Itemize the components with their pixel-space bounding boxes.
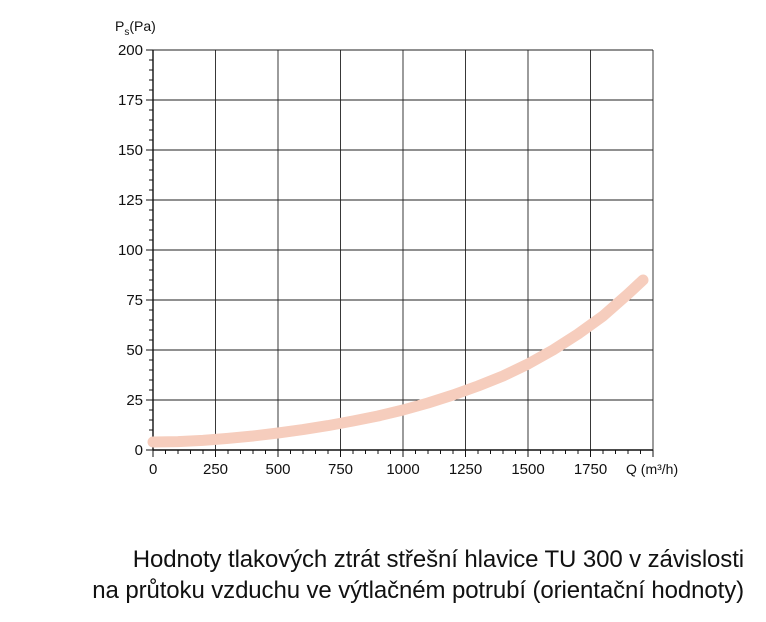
chart-caption: Hodnoty tlakových ztrát střešní hlavice … [4,544,744,606]
x-tick-label: 1250 [449,461,482,478]
x-axis-label: Q (m³/h) [626,461,678,477]
y-tick-label: 0 [135,442,143,459]
y-tick-label: 150 [118,142,143,159]
y-tick-label: 75 [126,292,143,309]
x-axis-ticks: 0 250 500 750 1000 1250 1500 1750 [149,450,654,478]
x-tick-label: 500 [265,461,290,478]
chart-grid [153,49,654,451]
y-tick-label: 200 [118,42,143,59]
series-line [147,274,649,448]
y-tick-label: 125 [118,192,143,209]
caption-line-2: na průtoku vzduchu ve výtlačném potrubí … [92,577,744,604]
x-tick-label: 750 [328,461,353,478]
pressure-loss-chart: 0 25 50 75 100 125 150 175 200 0 250 500 750 1000 125… [115,18,678,478]
y-axis-ticks: 0 25 50 75 100 125 150 175 200 [118,42,153,459]
caption-line-1: Hodnoty tlakových ztrát střešní hlavice … [132,546,744,573]
chart-series [147,274,649,448]
y-tick-label: 175 [118,92,143,109]
y-tick-label: 50 [126,342,143,359]
x-tick-label: 1500 [511,461,544,478]
x-tick-label: 250 [203,461,228,478]
y-tick-label: 100 [118,242,143,259]
y-axis-label: Ps(Pa) [115,18,156,38]
y-tick-label: 25 [126,392,143,409]
x-tick-label: 0 [149,461,157,478]
x-tick-label: 1750 [574,461,607,478]
x-tick-label: 1000 [386,461,419,478]
